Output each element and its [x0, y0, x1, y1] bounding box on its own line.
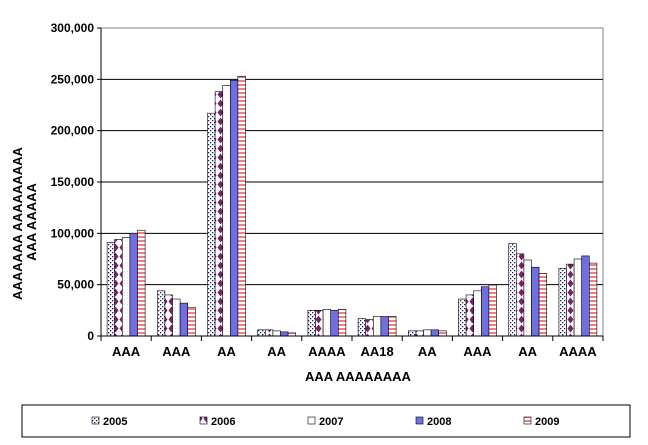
bar — [480, 286, 490, 337]
x-tick-label: AA — [518, 344, 537, 359]
y-tick-label: 300,000 — [51, 21, 95, 35]
bar — [388, 316, 397, 337]
bar — [322, 309, 332, 337]
y-tick-label: 100,000 — [51, 226, 95, 240]
bar — [473, 290, 482, 337]
bar — [515, 253, 525, 337]
bar — [407, 330, 417, 337]
bar — [106, 242, 115, 337]
legend-swatch — [523, 416, 532, 425]
x-tick-label: AA — [418, 344, 437, 359]
bar — [172, 298, 181, 337]
bar — [237, 75, 246, 337]
bar — [214, 91, 224, 337]
legend-label: 2005 — [103, 416, 127, 428]
bar — [257, 329, 266, 337]
x-tick-label: AAA — [112, 344, 141, 359]
legend-swatch — [415, 416, 424, 425]
y-tick-label: 0 — [87, 329, 94, 343]
bar — [488, 284, 497, 337]
bar — [423, 329, 432, 337]
bar — [415, 330, 424, 337]
legend-label: 2006 — [211, 416, 235, 428]
bar — [272, 330, 281, 337]
bar — [230, 80, 239, 337]
y-axis-title: AAAAAAA AAAAAAAAA AAA AAAAA — [10, 144, 39, 300]
bar — [207, 112, 216, 337]
bar — [380, 316, 389, 337]
bar — [164, 294, 173, 337]
axis-labels: 0 50,000 100,000 150,000 200,000 250,000 300,0… — [51, 21, 598, 359]
bar — [307, 310, 316, 337]
bar — [430, 329, 440, 337]
bar — [558, 267, 567, 337]
x-tick-label: AAAA — [308, 344, 346, 359]
y-axis-title-line-1: AAAAAAA AAAAAAAAA — [10, 147, 25, 300]
bar — [531, 266, 540, 337]
y-axis-title-line-2: AAA AAAAA — [24, 183, 39, 261]
x-tick-label: AAA — [162, 344, 191, 359]
x-axis-title: AAA AAAAAAAA — [305, 369, 412, 384]
bar — [365, 319, 374, 337]
x-tick-label: AA — [267, 344, 286, 359]
legend-label: 2008 — [427, 416, 451, 428]
x-tick-label: AA18 — [360, 344, 393, 359]
bar — [114, 239, 123, 337]
legend-label: 2009 — [535, 416, 559, 428]
bar — [357, 318, 367, 337]
bar — [566, 263, 575, 337]
bar — [330, 310, 339, 337]
bar — [581, 255, 590, 337]
bar — [508, 243, 517, 337]
bar — [157, 290, 166, 337]
legend: 2005 2006 2007 2008 2009 — [91, 416, 559, 428]
bar — [187, 306, 196, 337]
bar — [315, 310, 324, 337]
bar — [337, 309, 347, 337]
bar — [465, 294, 475, 337]
x-tick-label: AAA — [463, 344, 492, 359]
bar — [458, 298, 467, 337]
bar — [222, 85, 231, 337]
bar — [179, 302, 189, 337]
bar — [137, 229, 146, 337]
y-tick-label: 200,000 — [51, 124, 95, 138]
bar — [538, 273, 547, 337]
y-tick-label: 250,000 — [51, 72, 95, 86]
x-tick-label: AA — [217, 344, 236, 359]
axes — [97, 27, 604, 341]
bar — [588, 262, 598, 337]
bar — [573, 258, 582, 337]
legend-swatch — [199, 416, 208, 425]
bar — [129, 233, 138, 337]
legend-label: 2007 — [319, 416, 343, 428]
x-tick-label: AAAA — [559, 344, 597, 359]
legend-swatch — [307, 416, 316, 425]
bar — [280, 331, 289, 337]
legend-swatch — [91, 416, 100, 425]
bar — [122, 237, 131, 337]
bar — [438, 330, 447, 337]
bar — [523, 259, 532, 337]
y-tick-label: 150,000 — [51, 175, 95, 189]
y-tick-label: 50,000 — [57, 278, 94, 292]
bar — [372, 316, 382, 337]
bar — [264, 329, 274, 337]
